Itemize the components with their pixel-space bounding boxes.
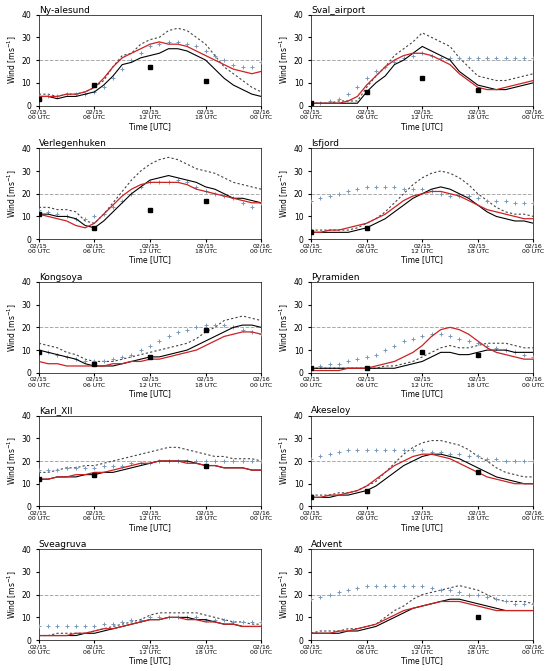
X-axis label: Time [UTC]: Time [UTC] bbox=[129, 656, 171, 666]
Y-axis label: Wind [ms$^{-1}$]: Wind [ms$^{-1}$] bbox=[6, 570, 19, 619]
X-axis label: Time [UTC]: Time [UTC] bbox=[129, 523, 171, 532]
Text: Sval_airport: Sval_airport bbox=[311, 5, 365, 15]
Text: Verlegenhuken: Verlegenhuken bbox=[39, 139, 107, 148]
Y-axis label: Wind [ms$^{-1}$]: Wind [ms$^{-1}$] bbox=[6, 303, 19, 352]
X-axis label: Time [UTC]: Time [UTC] bbox=[402, 656, 443, 666]
Text: Akeseloy: Akeseloy bbox=[311, 407, 351, 415]
Y-axis label: Wind [ms$^{-1}$]: Wind [ms$^{-1}$] bbox=[6, 437, 19, 485]
Y-axis label: Wind [ms$^{-1}$]: Wind [ms$^{-1}$] bbox=[278, 437, 291, 485]
Y-axis label: Wind [ms$^{-1}$]: Wind [ms$^{-1}$] bbox=[6, 169, 19, 218]
X-axis label: Time [UTC]: Time [UTC] bbox=[129, 389, 171, 398]
Y-axis label: Wind [ms$^{-1}$]: Wind [ms$^{-1}$] bbox=[6, 36, 19, 85]
Text: Advent: Advent bbox=[311, 540, 343, 549]
Y-axis label: Wind [ms$^{-1}$]: Wind [ms$^{-1}$] bbox=[278, 570, 291, 619]
X-axis label: Time [UTC]: Time [UTC] bbox=[402, 389, 443, 398]
Y-axis label: Wind [ms$^{-1}$]: Wind [ms$^{-1}$] bbox=[278, 303, 291, 352]
Text: Sveagruva: Sveagruva bbox=[39, 540, 87, 549]
X-axis label: Time [UTC]: Time [UTC] bbox=[129, 122, 171, 131]
Y-axis label: Wind [ms$^{-1}$]: Wind [ms$^{-1}$] bbox=[278, 36, 291, 85]
Text: Pyramiden: Pyramiden bbox=[311, 273, 360, 282]
Text: Ny-alesund: Ny-alesund bbox=[39, 5, 90, 15]
Text: Karl_XII: Karl_XII bbox=[39, 407, 73, 415]
Y-axis label: Wind [ms$^{-1}$]: Wind [ms$^{-1}$] bbox=[278, 169, 291, 218]
Text: Isfjord: Isfjord bbox=[311, 139, 339, 148]
Text: Kongsoya: Kongsoya bbox=[39, 273, 82, 282]
X-axis label: Time [UTC]: Time [UTC] bbox=[129, 256, 171, 264]
X-axis label: Time [UTC]: Time [UTC] bbox=[402, 256, 443, 264]
X-axis label: Time [UTC]: Time [UTC] bbox=[402, 523, 443, 532]
X-axis label: Time [UTC]: Time [UTC] bbox=[402, 122, 443, 131]
